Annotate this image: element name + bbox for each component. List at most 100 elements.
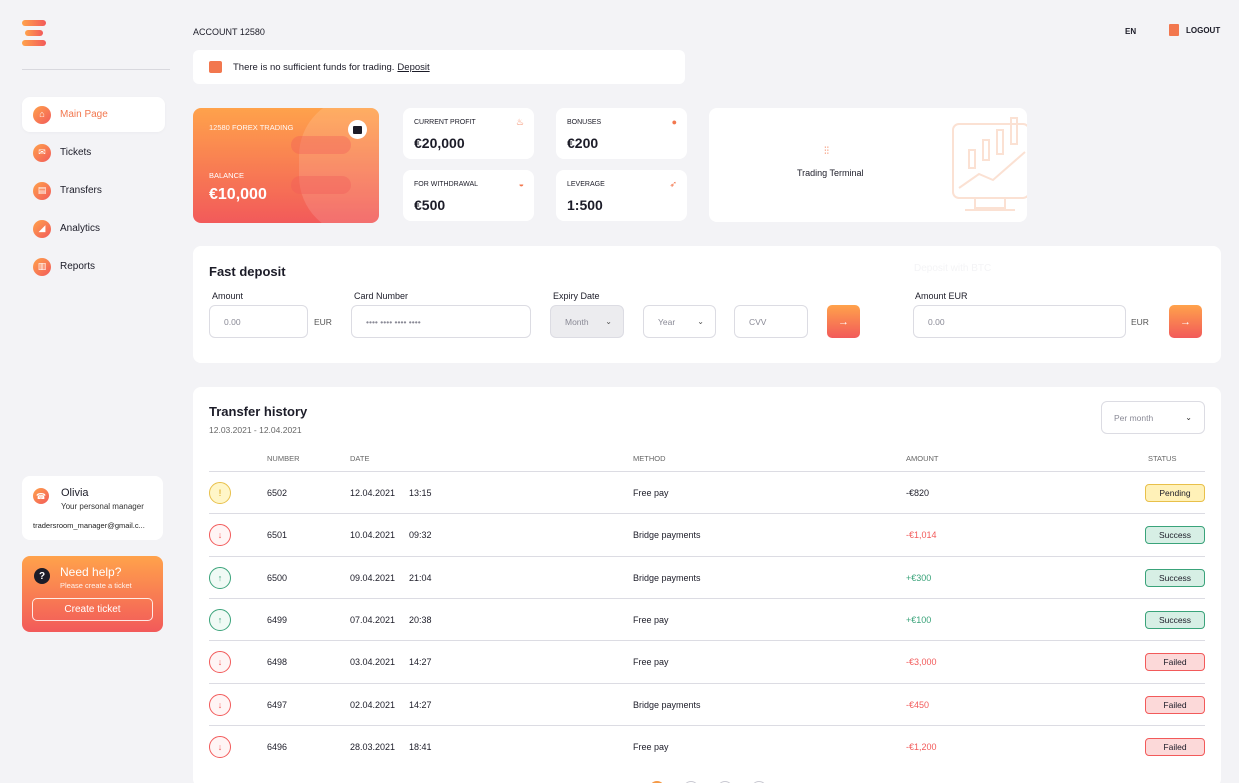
document-icon: ▥: [33, 257, 51, 276]
transfer-date: 09.04.2021: [350, 572, 396, 583]
transfer-amount: +€300: [906, 572, 932, 583]
transfer-amount: -€820: [906, 488, 930, 498]
btc-deposit-tab[interactable]: Deposit with BTC: [914, 263, 992, 274]
transfer-method: Free pay: [633, 657, 669, 668]
transfer-amount: -€1,014: [906, 530, 937, 541]
transfer-number: 6497: [267, 699, 288, 710]
year-select[interactable]: Year ⌄: [643, 305, 716, 338]
manager-email[interactable]: tradersroom_manager@gmail.c...: [33, 521, 145, 530]
logout-icon: [1169, 24, 1179, 36]
monitor-chart-icon: [952, 117, 1027, 211]
stat-value: €500: [414, 197, 446, 213]
status-badge: Success: [1145, 526, 1205, 545]
create-ticket-button[interactable]: Create ticket: [32, 598, 153, 621]
fast-deposit-panel: Fast deposit Deposit with BTC Amount 0.0…: [193, 246, 1221, 363]
table-row[interactable]: ↑ 6500 09.04.2021 21:04 Bridge payments +€300…: [209, 555, 1205, 598]
transfer-number: 6500: [267, 572, 288, 583]
status-badge: Success: [1145, 568, 1205, 587]
transfer-method: Bridge payments: [633, 572, 701, 583]
sidebar-item-label: Transfers: [60, 185, 102, 196]
amount-eur-input[interactable]: 0.00: [913, 305, 1126, 338]
transfer-time: 09:32: [409, 530, 432, 541]
period-select[interactable]: Per month ⌄: [1101, 401, 1205, 434]
sidebar-item-reports[interactable]: ▥ Reports: [22, 249, 165, 284]
sidebar-item-tickets[interactable]: ✉ Tickets: [22, 135, 165, 170]
amount-eur-currency: EUR: [1131, 317, 1149, 327]
stat-value: €200: [567, 135, 599, 151]
balance-value: €10,000: [209, 186, 267, 203]
status-badge: Failed: [1145, 695, 1205, 714]
column-header-date[interactable]: DATE: [350, 454, 370, 463]
transfer-amount: +€100: [906, 614, 932, 625]
chevron-down-icon: ⌄: [1185, 413, 1192, 422]
language-selector[interactable]: EN: [1125, 27, 1137, 36]
bonuses-card: BONUSES ● €200: [556, 108, 687, 159]
year-select-value: Year: [658, 316, 676, 327]
transfer-method: Free pay: [633, 741, 669, 752]
chevron-down-icon: ⌄: [605, 317, 612, 326]
logout-button[interactable]: LOGOUT: [1169, 24, 1220, 36]
cvv-input[interactable]: CVV: [734, 305, 808, 338]
sidebar-divider: [22, 69, 170, 70]
personal-manager-card: ☎ Olivia Your personal manager tradersro…: [22, 476, 163, 540]
status-badge: Success: [1145, 610, 1205, 629]
transfer-date: 12.04.2021: [350, 488, 396, 498]
sidebar: ⌂ Main Page ✉ Tickets ▤ Transfers ◢ Anal…: [0, 0, 180, 783]
card-number-input[interactable]: •••• •••• •••• ••••: [351, 305, 531, 338]
table-row[interactable]: ↓ 6497 02.04.2021 14:27 Bridge payments -€450…: [209, 682, 1205, 725]
leverage-icon: ➶: [669, 179, 677, 189]
direction-icon: ↑: [209, 608, 231, 631]
hand-coin-icon: ◒: [518, 179, 524, 189]
headset-icon: ☎: [33, 488, 49, 504]
status-badge: Failed: [1145, 653, 1205, 672]
table-row[interactable]: ↓ 6496 28.03.2021 18:41 Free pay -€1,200 Faile…: [209, 724, 1205, 767]
direction-icon: ↓: [209, 651, 231, 674]
deposit-link[interactable]: Deposit: [397, 61, 430, 73]
column-header-status[interactable]: STATUS: [1148, 454, 1177, 463]
money-bag-icon: ●: [671, 117, 677, 127]
status-badge: Pending: [1145, 484, 1205, 502]
amount-currency: EUR: [314, 317, 332, 327]
card-decoration: [291, 136, 351, 154]
column-header-number[interactable]: NUMBER: [267, 454, 300, 463]
pagination: [649, 781, 767, 783]
transfer-time: 21:04: [409, 572, 432, 583]
amount-label: Amount: [212, 291, 244, 301]
column-header-amount[interactable]: AMOUNT: [906, 454, 939, 463]
transfer-date: 10.04.2021: [350, 530, 396, 541]
balance-card-title: 12580 FOREX TRADING: [209, 123, 294, 132]
transfer-method: Bridge payments: [633, 530, 701, 541]
manager-name: Olivia: [61, 487, 89, 499]
column-header-method[interactable]: METHOD: [633, 454, 666, 463]
transfer-time: 13:15: [409, 488, 432, 498]
transfer-method: Free pay: [633, 488, 669, 498]
stat-value: 1:500: [567, 197, 603, 213]
table-row[interactable]: ↓ 6501 10.04.2021 09:32 Bridge payments -€1,0…: [209, 513, 1205, 555]
chart-icon: ◢: [33, 219, 51, 238]
deposit-submit-button[interactable]: →: [827, 305, 860, 338]
table-row[interactable]: ↑ 6499 07.04.2021 20:38 Free pay +€100 Success: [209, 597, 1205, 640]
sidebar-item-label: Tickets: [60, 147, 92, 158]
wallet-icon[interactable]: [348, 120, 367, 139]
date-range: 12.03.2021 - 12.04.2021: [209, 425, 302, 435]
sidebar-item-main-page[interactable]: ⌂ Main Page: [22, 97, 165, 132]
sidebar-item-transfers[interactable]: ▤ Transfers: [22, 173, 165, 208]
funds-notice: There is no sufficient funds for trading…: [193, 50, 685, 84]
transfer-time: 14:27: [409, 699, 432, 710]
trading-terminal-card[interactable]: ⫶⫶ Trading Terminal: [709, 108, 1027, 222]
leverage-card: LEVERAGE ➶ 1:500: [556, 170, 687, 221]
btc-deposit-submit-button[interactable]: →: [1169, 305, 1202, 338]
status-badge: Failed: [1145, 737, 1205, 756]
app-logo[interactable]: [22, 20, 46, 46]
amount-eur-label: Amount EUR: [915, 291, 968, 301]
month-select[interactable]: Month ⌄: [550, 305, 624, 338]
table-row[interactable]: ↓ 6498 03.04.2021 14:27 Free pay -€3,000 Faile…: [209, 640, 1205, 682]
expiry-date-label: Expiry Date: [553, 291, 600, 301]
table-row[interactable]: ! 6502 12.04.2021 13:15 Free pay -€820 Pending: [209, 471, 1205, 513]
sidebar-item-analytics[interactable]: ◢ Analytics: [22, 211, 165, 246]
transfer-number: 6499: [267, 614, 288, 625]
amount-input[interactable]: 0.00: [209, 305, 308, 338]
transfer-date: 28.03.2021: [350, 741, 396, 752]
help-title: Need help?: [60, 565, 122, 579]
envelope-icon: ✉: [33, 143, 51, 162]
